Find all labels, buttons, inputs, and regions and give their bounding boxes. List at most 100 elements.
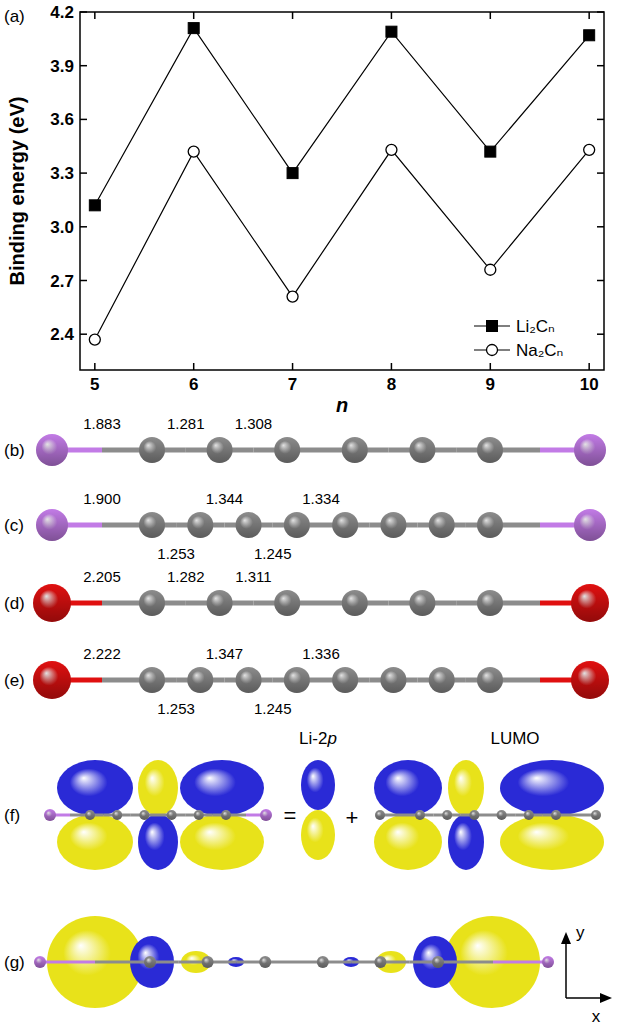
atom-shade bbox=[477, 590, 503, 616]
atom bbox=[477, 512, 503, 538]
bond-length: 1.336 bbox=[302, 645, 340, 662]
atom bbox=[469, 810, 479, 820]
atom-shade bbox=[409, 437, 435, 463]
x-tick-label: 6 bbox=[189, 375, 198, 394]
atom bbox=[33, 661, 71, 699]
bond-length: 1.344 bbox=[206, 490, 244, 507]
atom-shade bbox=[36, 509, 68, 541]
atom-shade bbox=[274, 437, 300, 463]
atom-shade bbox=[574, 509, 606, 541]
marker-square bbox=[89, 200, 100, 211]
axis-arrow bbox=[566, 997, 604, 999]
bond-length: 1.253 bbox=[157, 700, 195, 717]
legend-label: Li₂Cₙ bbox=[516, 317, 555, 336]
x-tick bbox=[94, 12, 96, 19]
panel-label: (a) bbox=[4, 7, 25, 26]
y-axis-title: Binding energy (eV) bbox=[6, 97, 28, 286]
atom bbox=[260, 809, 272, 821]
orbital-lobe bbox=[57, 760, 133, 816]
panel-label: (c) bbox=[4, 516, 24, 535]
bond-length: 1.245 bbox=[254, 545, 292, 562]
bond-length: 1.281 bbox=[167, 415, 205, 432]
panel-label: (e) bbox=[4, 671, 25, 690]
bond-length: 2.205 bbox=[83, 568, 121, 585]
y-tick bbox=[597, 280, 604, 282]
panel-label: (b) bbox=[4, 441, 25, 460]
atom-shade bbox=[207, 437, 233, 463]
y-tick bbox=[80, 11, 87, 13]
arrow-head bbox=[600, 993, 612, 1003]
y-tick-label: 4.2 bbox=[50, 3, 74, 22]
arrow-head bbox=[561, 932, 571, 944]
y-tick bbox=[80, 280, 87, 282]
bond-length: 1.253 bbox=[157, 545, 195, 562]
orbital-lobe bbox=[301, 810, 335, 860]
atom bbox=[167, 810, 177, 820]
y-tick bbox=[597, 226, 604, 228]
orbital-composite: (f)=Li-2p+LUMO bbox=[4, 729, 604, 870]
atom-shade bbox=[260, 809, 272, 821]
atom bbox=[187, 667, 213, 693]
x-tick-label: 8 bbox=[387, 375, 396, 394]
marker-circle bbox=[386, 144, 397, 155]
y-tick bbox=[597, 65, 604, 67]
y-tick bbox=[80, 65, 87, 67]
bond-length: 1.311 bbox=[235, 568, 271, 585]
atom bbox=[375, 810, 385, 820]
orbital-lobe bbox=[180, 760, 264, 816]
y-tick-label: 2.7 bbox=[50, 272, 74, 291]
y-tick bbox=[597, 11, 604, 13]
atom bbox=[317, 956, 329, 968]
plus-sign: + bbox=[346, 805, 359, 830]
atom-shade bbox=[497, 810, 507, 820]
atom-shade bbox=[432, 956, 444, 968]
orbital-lobe bbox=[57, 814, 133, 870]
atom bbox=[332, 512, 358, 538]
legend-marker bbox=[487, 321, 498, 332]
atom bbox=[139, 667, 165, 693]
orbital-lobe bbox=[448, 760, 484, 816]
bond-length: 2.222 bbox=[83, 645, 121, 662]
atom-shade bbox=[139, 810, 149, 820]
y-tick bbox=[80, 119, 87, 121]
atom-shade bbox=[409, 590, 435, 616]
atom-shade bbox=[112, 810, 122, 820]
structure: (c)1.9001.2531.3441.2451.334 bbox=[4, 490, 606, 562]
atom bbox=[284, 667, 310, 693]
atom-shade bbox=[375, 810, 385, 820]
y-tick bbox=[80, 172, 87, 174]
atom-shade bbox=[542, 956, 554, 968]
x-tick-label: 10 bbox=[580, 375, 599, 394]
atom bbox=[574, 434, 606, 466]
orbital-lobe bbox=[500, 814, 604, 870]
marker-square bbox=[584, 30, 595, 41]
y-tick bbox=[80, 333, 87, 335]
x-tick bbox=[588, 363, 590, 370]
y-tick bbox=[597, 333, 604, 335]
orbital-lobe bbox=[180, 814, 264, 870]
orbital-lobe bbox=[138, 760, 178, 816]
atom-shade bbox=[194, 810, 204, 820]
marker-square bbox=[188, 23, 199, 34]
legend-marker bbox=[487, 345, 498, 356]
atom-shade bbox=[221, 810, 231, 820]
y-tick bbox=[80, 226, 87, 228]
atom-shade bbox=[274, 590, 300, 616]
atom-shade bbox=[469, 810, 479, 820]
atom-shade bbox=[429, 667, 455, 693]
structure: (b)1.8831.2811.308 bbox=[4, 415, 606, 466]
x-tick bbox=[193, 12, 195, 19]
marker-circle bbox=[485, 264, 496, 275]
bond bbox=[438, 961, 493, 964]
y-tick bbox=[597, 172, 604, 174]
atom-shade bbox=[571, 584, 609, 622]
atom bbox=[139, 810, 149, 820]
atom-shade bbox=[139, 590, 165, 616]
atom-shade bbox=[139, 667, 165, 693]
atom bbox=[551, 810, 561, 820]
x-tick bbox=[292, 12, 294, 19]
x-tick-label: 9 bbox=[486, 375, 495, 394]
axis-letter: y bbox=[576, 923, 585, 942]
atom bbox=[259, 956, 271, 968]
atom bbox=[139, 512, 165, 538]
